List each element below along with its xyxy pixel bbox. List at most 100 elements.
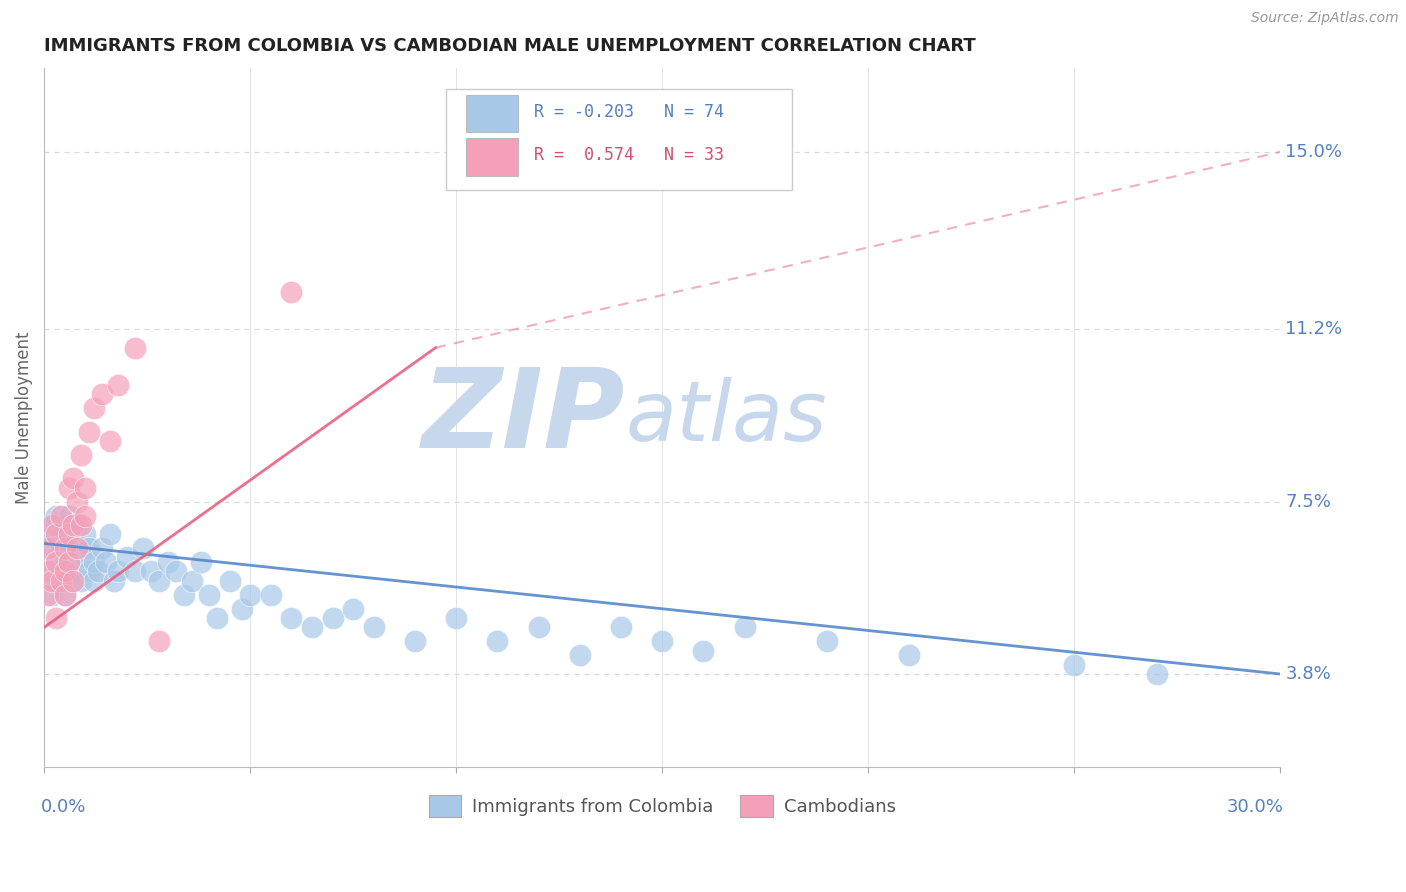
Point — [90, 387, 112, 401]
Point — [280, 611, 302, 625]
Point — [86, 565, 108, 579]
Point — [70, 448, 93, 462]
Point — [49, 565, 72, 579]
Text: 11.2%: 11.2% — [1285, 320, 1343, 338]
Point — [49, 541, 72, 556]
Point — [98, 434, 121, 448]
Point — [280, 285, 302, 299]
Point — [90, 541, 112, 556]
FancyBboxPatch shape — [465, 138, 517, 176]
Text: 7.5%: 7.5% — [1285, 492, 1331, 510]
Point — [53, 588, 76, 602]
Point — [45, 550, 67, 565]
Point — [53, 541, 76, 556]
Point — [107, 378, 129, 392]
Text: R =  0.574   N = 33: R = 0.574 N = 33 — [534, 146, 724, 164]
Point — [45, 508, 67, 523]
Point — [107, 565, 129, 579]
Point — [41, 565, 63, 579]
Point — [62, 527, 84, 541]
Point — [58, 555, 80, 569]
Point — [83, 401, 105, 416]
Point — [62, 555, 84, 569]
Point — [1146, 667, 1168, 681]
Point — [45, 611, 67, 625]
Y-axis label: Male Unemployment: Male Unemployment — [15, 331, 32, 504]
Point — [58, 527, 80, 541]
Point — [218, 574, 240, 588]
Point — [49, 508, 72, 523]
Point — [79, 541, 101, 556]
Point — [404, 634, 426, 648]
Point — [37, 565, 59, 579]
Point — [75, 481, 97, 495]
Text: ZIP: ZIP — [422, 364, 626, 471]
Point — [486, 634, 509, 648]
Point — [41, 574, 63, 588]
Point — [49, 574, 72, 588]
Point — [98, 527, 121, 541]
Point — [141, 565, 163, 579]
Point — [301, 620, 323, 634]
Text: R = -0.203   N = 74: R = -0.203 N = 74 — [534, 103, 724, 121]
Point — [66, 541, 89, 556]
Point — [62, 574, 84, 588]
Point — [45, 527, 67, 541]
Point — [37, 574, 59, 588]
Point — [75, 508, 97, 523]
Point — [148, 634, 170, 648]
Point — [342, 601, 364, 615]
Point — [58, 508, 80, 523]
Point — [41, 588, 63, 602]
FancyBboxPatch shape — [446, 89, 792, 190]
Text: 3.8%: 3.8% — [1285, 665, 1331, 683]
Point — [83, 574, 105, 588]
Point — [58, 541, 80, 556]
Point — [62, 471, 84, 485]
Point — [58, 481, 80, 495]
Point — [692, 643, 714, 657]
Point — [66, 494, 89, 508]
Point — [70, 574, 93, 588]
Point — [45, 555, 67, 569]
Point — [53, 517, 76, 532]
Point — [898, 648, 921, 663]
Point — [815, 634, 838, 648]
Point — [62, 517, 84, 532]
Point — [322, 611, 344, 625]
Point — [239, 588, 262, 602]
Point — [75, 527, 97, 541]
Point — [260, 588, 283, 602]
Text: Source: ZipAtlas.com: Source: ZipAtlas.com — [1251, 11, 1399, 25]
Text: IMMIGRANTS FROM COLOMBIA VS CAMBODIAN MALE UNEMPLOYMENT CORRELATION CHART: IMMIGRANTS FROM COLOMBIA VS CAMBODIAN MA… — [44, 37, 976, 55]
Text: 30.0%: 30.0% — [1226, 797, 1284, 816]
Point — [75, 550, 97, 565]
Point — [53, 565, 76, 579]
Point — [37, 588, 59, 602]
Point — [94, 555, 117, 569]
Point — [610, 620, 633, 634]
Point — [62, 574, 84, 588]
Point — [45, 574, 67, 588]
Point — [198, 588, 221, 602]
Point — [527, 620, 550, 634]
Point — [651, 634, 673, 648]
Point — [66, 546, 89, 560]
Point — [181, 574, 204, 588]
Point — [79, 425, 101, 439]
Point — [165, 565, 187, 579]
Point — [205, 611, 228, 625]
Point — [190, 555, 212, 569]
Point — [132, 541, 155, 556]
Text: 0.0%: 0.0% — [41, 797, 87, 816]
Point — [124, 565, 146, 579]
Point — [115, 550, 138, 565]
Point — [37, 541, 59, 556]
Point — [37, 541, 59, 556]
Point — [124, 341, 146, 355]
Point — [58, 565, 80, 579]
Point — [66, 565, 89, 579]
FancyBboxPatch shape — [465, 95, 517, 132]
Point — [363, 620, 385, 634]
Point — [41, 527, 63, 541]
